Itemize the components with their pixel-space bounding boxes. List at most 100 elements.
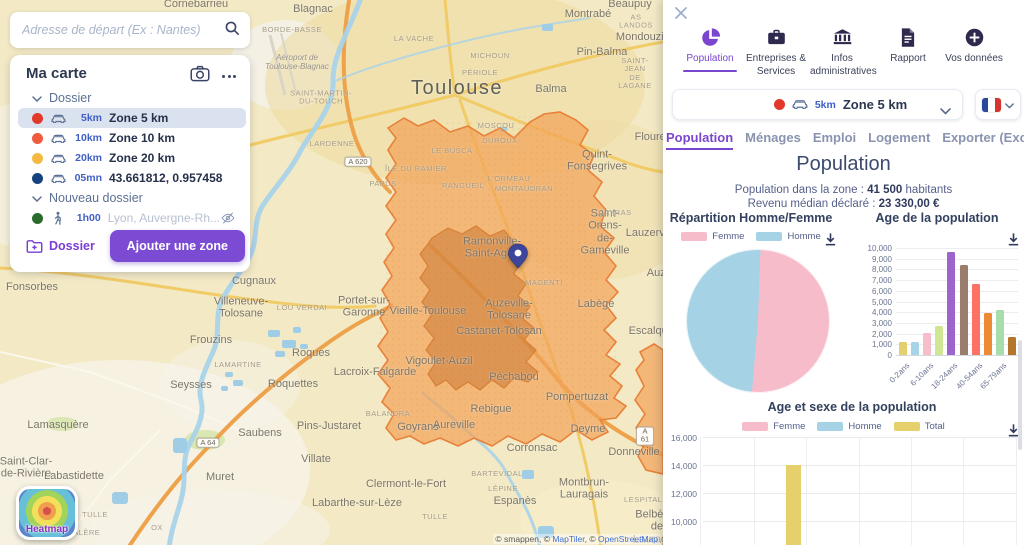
zone-time-badge: 10km	[75, 132, 102, 144]
camera-icon[interactable]	[190, 65, 210, 82]
bar	[1008, 336, 1017, 355]
gridline	[896, 344, 1018, 346]
stat-line: Revenu médian déclaré : 23 330,00 €	[747, 198, 940, 210]
tab-logement[interactable]: Logement	[868, 130, 931, 145]
y-tick-label: 9,000	[871, 254, 892, 264]
map-canvas[interactable]: Toulouse Cornebarrieu Blagnac Montrabé Beaup…	[0, 0, 663, 545]
nav-rapport[interactable]: Rapport	[875, 24, 941, 78]
nav-vos-donn-es[interactable]: Vos données	[941, 24, 1007, 78]
zone-row[interactable]: 5km Zone 5 km	[18, 108, 246, 128]
zone-row-label: 43.661812, 0.957458	[109, 171, 223, 185]
zone-row-label: Lyon, Auvergne-Rh...	[107, 211, 220, 225]
y-tick-label: 10,000	[671, 517, 697, 527]
zone-time-badge: 20km	[75, 152, 102, 164]
tab-m-nages[interactable]: Ménages	[745, 130, 801, 145]
maptiler-link[interactable]: MapTiler	[552, 534, 585, 544]
walk-icon	[50, 211, 66, 226]
zone-selector-dropdown[interactable]: 5km Zone 5 km	[672, 89, 963, 120]
chevron-down-icon	[940, 102, 951, 120]
zone-badge: 5km	[814, 98, 836, 111]
zone-row[interactable]: 20km Zone 20 km	[18, 148, 246, 168]
nav-population[interactable]: Population	[677, 24, 743, 78]
heatmap-label: Heatmap	[25, 524, 69, 535]
legend-item: Femme	[681, 231, 744, 242]
map-pin-marker[interactable]	[507, 243, 529, 278]
tab-emploi[interactable]: Emploi	[812, 130, 857, 145]
car-icon	[50, 173, 66, 183]
folders-list: Dossier 5km Zone 5 km 10km Zone 10 km 20km Zon…	[10, 88, 250, 228]
age-sex-legend: Femme Homme Total	[663, 421, 1024, 432]
gridline	[703, 521, 1016, 522]
nav-label: Infos administratives	[810, 53, 877, 77]
zone-color-dot	[32, 212, 43, 224]
car-icon	[50, 153, 66, 163]
tab-population[interactable]: Population	[666, 130, 734, 150]
zone-row-label: Zone 5 km	[109, 111, 169, 125]
gridline	[703, 493, 1016, 494]
zone-time-badge: 05mn	[74, 172, 102, 184]
gridline	[896, 280, 1018, 282]
bank-icon	[832, 24, 853, 50]
bar	[898, 342, 907, 355]
tab-exporter-excel-[interactable]: Exporter (Excel)	[942, 130, 1024, 145]
folder-toggle[interactable]: Dossier	[10, 88, 250, 108]
zone-row[interactable]: 1h00 Lyon, Auvergne-Rh...	[18, 208, 246, 228]
plus-circle-icon	[964, 24, 985, 50]
search-icon[interactable]	[224, 20, 240, 41]
search-input[interactable]	[22, 23, 224, 37]
legend-item: Homme	[756, 231, 821, 242]
y-tick-label: 12,000	[671, 489, 697, 499]
age-chart-title: Age de la population	[875, 211, 999, 225]
panel-scrollbar[interactable]	[1018, 340, 1022, 450]
gridline	[896, 269, 1018, 271]
car-icon	[792, 96, 808, 114]
bar	[996, 310, 1005, 355]
bar	[959, 265, 968, 355]
download-icon[interactable]	[1006, 423, 1021, 443]
language-selector[interactable]	[975, 89, 1021, 120]
gridline	[896, 301, 1018, 303]
y-tick-label: 4,000	[871, 308, 892, 318]
gridline	[896, 290, 1018, 292]
zone-row[interactable]: 10km Zone 10 km	[18, 128, 246, 148]
folder-toggle[interactable]: Nouveau dossier	[10, 188, 250, 208]
ma-carte-panel: Ma carte Dossier 5km Zone 5 km 10km Zone 10 …	[10, 55, 250, 272]
chevron-down-icon	[1005, 96, 1014, 114]
bar	[983, 313, 992, 355]
y-tick-label: 1,000	[871, 340, 892, 350]
gridline	[700, 437, 701, 545]
age-bar-chart: 0 1,000 2,000 3,000 4,000 5,000 6,000 7,000 8,00…	[859, 240, 1024, 400]
close-icon[interactable]	[674, 6, 688, 25]
gridline	[1016, 437, 1017, 545]
pie-chart-title: Répartition Homme/Femme	[669, 211, 833, 225]
nav-infos-administratives[interactable]: Infos administratives	[809, 24, 877, 78]
gridline	[896, 322, 1018, 324]
add-zone-button[interactable]: Ajouter une zone	[109, 230, 245, 262]
section-title: Population	[796, 153, 891, 175]
report-icon	[899, 24, 917, 50]
zone-row-label: Zone 20 km	[109, 151, 176, 165]
map-base	[0, 0, 663, 545]
y-tick-label: 8,000	[871, 265, 892, 275]
y-tick-label: 10,000	[867, 244, 892, 253]
age-sex-chart-title: Age et sexe de la population	[767, 400, 937, 414]
pie-chart-icon	[700, 24, 721, 50]
more-menu-icon[interactable]	[222, 69, 236, 78]
nav-entreprises-services[interactable]: Entreprises & Services	[743, 24, 809, 78]
zone-color-dot	[773, 99, 785, 110]
zone-time-badge: 1h00	[76, 212, 101, 224]
gridline	[859, 437, 860, 545]
briefcase-icon	[766, 24, 787, 50]
gridline	[703, 437, 1016, 438]
eye-off-icon[interactable]	[220, 211, 236, 225]
download-icon[interactable]	[823, 232, 838, 252]
openstreetmap-link[interactable]: OpenStreetMap	[597, 534, 658, 544]
heatmap-toggle-button[interactable]: Heatmap	[16, 486, 78, 540]
download-icon[interactable]	[1006, 232, 1021, 252]
zone-time-badge: 5km	[80, 112, 102, 124]
nav-label: Entreprises & Services	[745, 53, 807, 77]
add-folder-button[interactable]: Dossier	[26, 239, 95, 254]
zone-row[interactable]: 05mn 43.661812, 0.957458	[18, 168, 246, 188]
zone-color-dot	[32, 152, 43, 164]
